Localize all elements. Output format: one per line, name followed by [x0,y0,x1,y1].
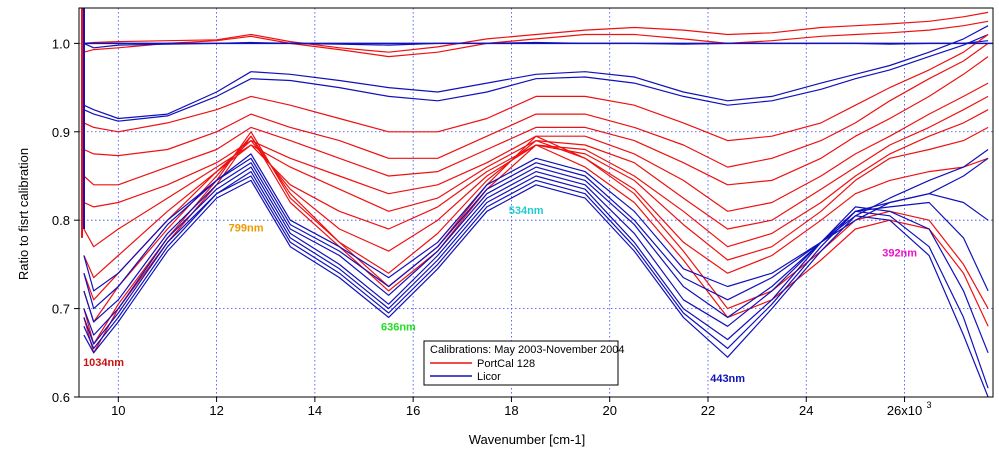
axes [78,7,994,398]
series-line-21 [83,179,989,398]
series-line-3 [83,25,989,120]
legend: Calibrations: May 2003-November 2004 Por… [423,340,624,386]
legend-label-licor: Licor [477,371,501,383]
series-line-20 [83,175,989,389]
plot-frame [78,7,994,398]
annotation-1034nm: 1034nm [83,357,124,369]
x-tick-label-6: 22 [701,403,715,418]
y-tick-label-1: 0.7 [52,302,70,317]
annotation-636nm: 636nm [381,322,416,334]
series-line-1 [83,20,989,58]
series-line-12 [83,135,989,323]
series-line-0 [83,11,989,53]
series-line-10 [83,109,989,279]
series-line-5 [83,34,989,142]
x-tick-label-5: 20 [602,403,616,418]
x-tick-exponent: 3 [927,400,932,410]
x-tick-label-8: 26x10 [887,403,922,418]
x-tick-label-3: 16 [406,403,420,418]
y-tick-label-4: 1.0 [52,36,70,51]
x-tick-label-4: 18 [504,403,518,418]
annotation-799nm: 799nm [229,223,264,235]
x-tick-label-0: 10 [111,403,125,418]
series-line-15 [83,153,989,292]
series-line-7 [83,56,989,186]
legend-title: Calibrations: May 2003-November 2004 [430,344,624,356]
series-line-18 [83,166,989,336]
series-line-17 [83,162,989,323]
y-tick-label-3: 0.9 [52,125,70,140]
series-line-6 [83,42,989,168]
x-tick-label-1: 12 [209,403,223,418]
x-tick-label-2: 14 [308,403,322,418]
annotation-392nm: 392nm [882,247,917,259]
series-line-13 [83,131,989,345]
x-axis-label: Wavenumber [cm-1] [469,432,586,447]
x-tick-label-7: 24 [799,403,813,418]
series-line-19 [83,171,989,354]
series-lines [81,8,993,398]
y-tick-label-2: 0.8 [52,213,70,228]
series-line-14 [83,135,989,354]
tick-labels: 10 12 14 16 18 20 22 24 26x10 3 0.6 0.7 0.8 0.9 1.0 [52,36,932,418]
series-line-4 [83,33,989,122]
annotation-443nm: 443nm [710,373,745,385]
y-axis-label: Ratio to fisrt calibration [16,148,31,280]
y-tick-label-0: 0.6 [52,390,70,405]
annotation-534nm: 534nm [509,205,544,217]
series-line-2 [83,40,989,49]
legend-label-portcal: PortCal 128 [477,358,535,370]
annotations: 1034nm 799nm 636nm 534nm 443nm 392nm [83,205,917,385]
grid-lines [79,8,993,398]
